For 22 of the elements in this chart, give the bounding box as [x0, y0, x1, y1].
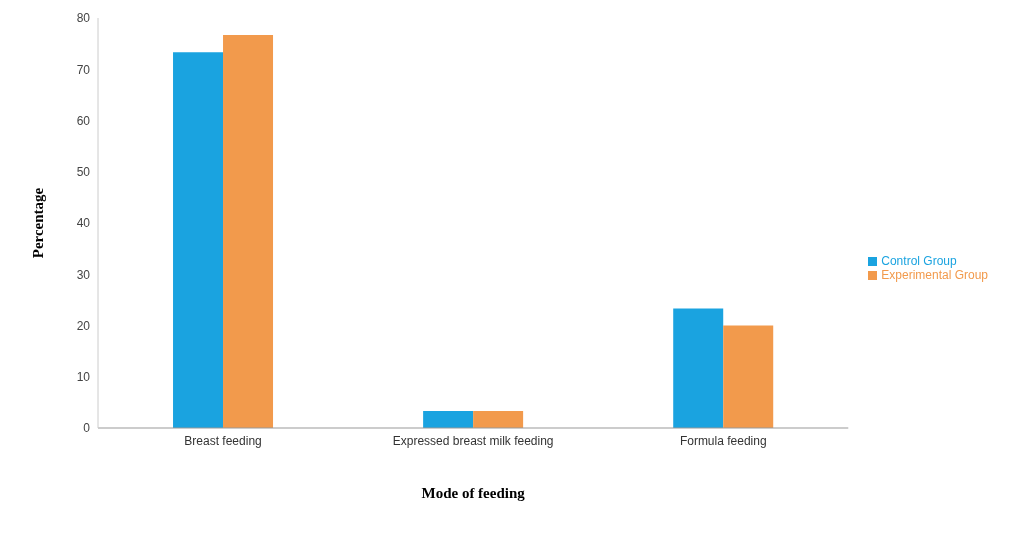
y-tick-label: 20	[76, 318, 91, 333]
y-axis-title: Percentage	[30, 187, 47, 259]
y-tick-label: 80	[76, 11, 91, 26]
bar	[673, 308, 724, 428]
legend-label: Experimental Group	[881, 268, 988, 282]
bar	[473, 411, 524, 428]
x-tick-label: Breast feeding	[184, 433, 262, 448]
y-tick-label: 70	[76, 62, 91, 77]
y-tick-label: 50	[76, 165, 91, 180]
y-tick-label: 30	[76, 267, 91, 282]
x-tick-label: Formula feeding	[679, 433, 767, 448]
x-tick-label: Expressed breast milk feeding	[392, 433, 554, 448]
legend-label: Control Group	[881, 254, 957, 268]
bar	[173, 52, 224, 428]
y-tick-label: 40	[76, 216, 91, 231]
bar	[723, 325, 774, 428]
y-tick-label: 0	[83, 421, 91, 436]
bar	[223, 34, 274, 428]
y-tick-label: 60	[76, 113, 91, 128]
bar	[423, 411, 474, 428]
y-tick-label: 10	[76, 370, 91, 385]
x-axis-title: Mode of feeding	[421, 485, 526, 501]
